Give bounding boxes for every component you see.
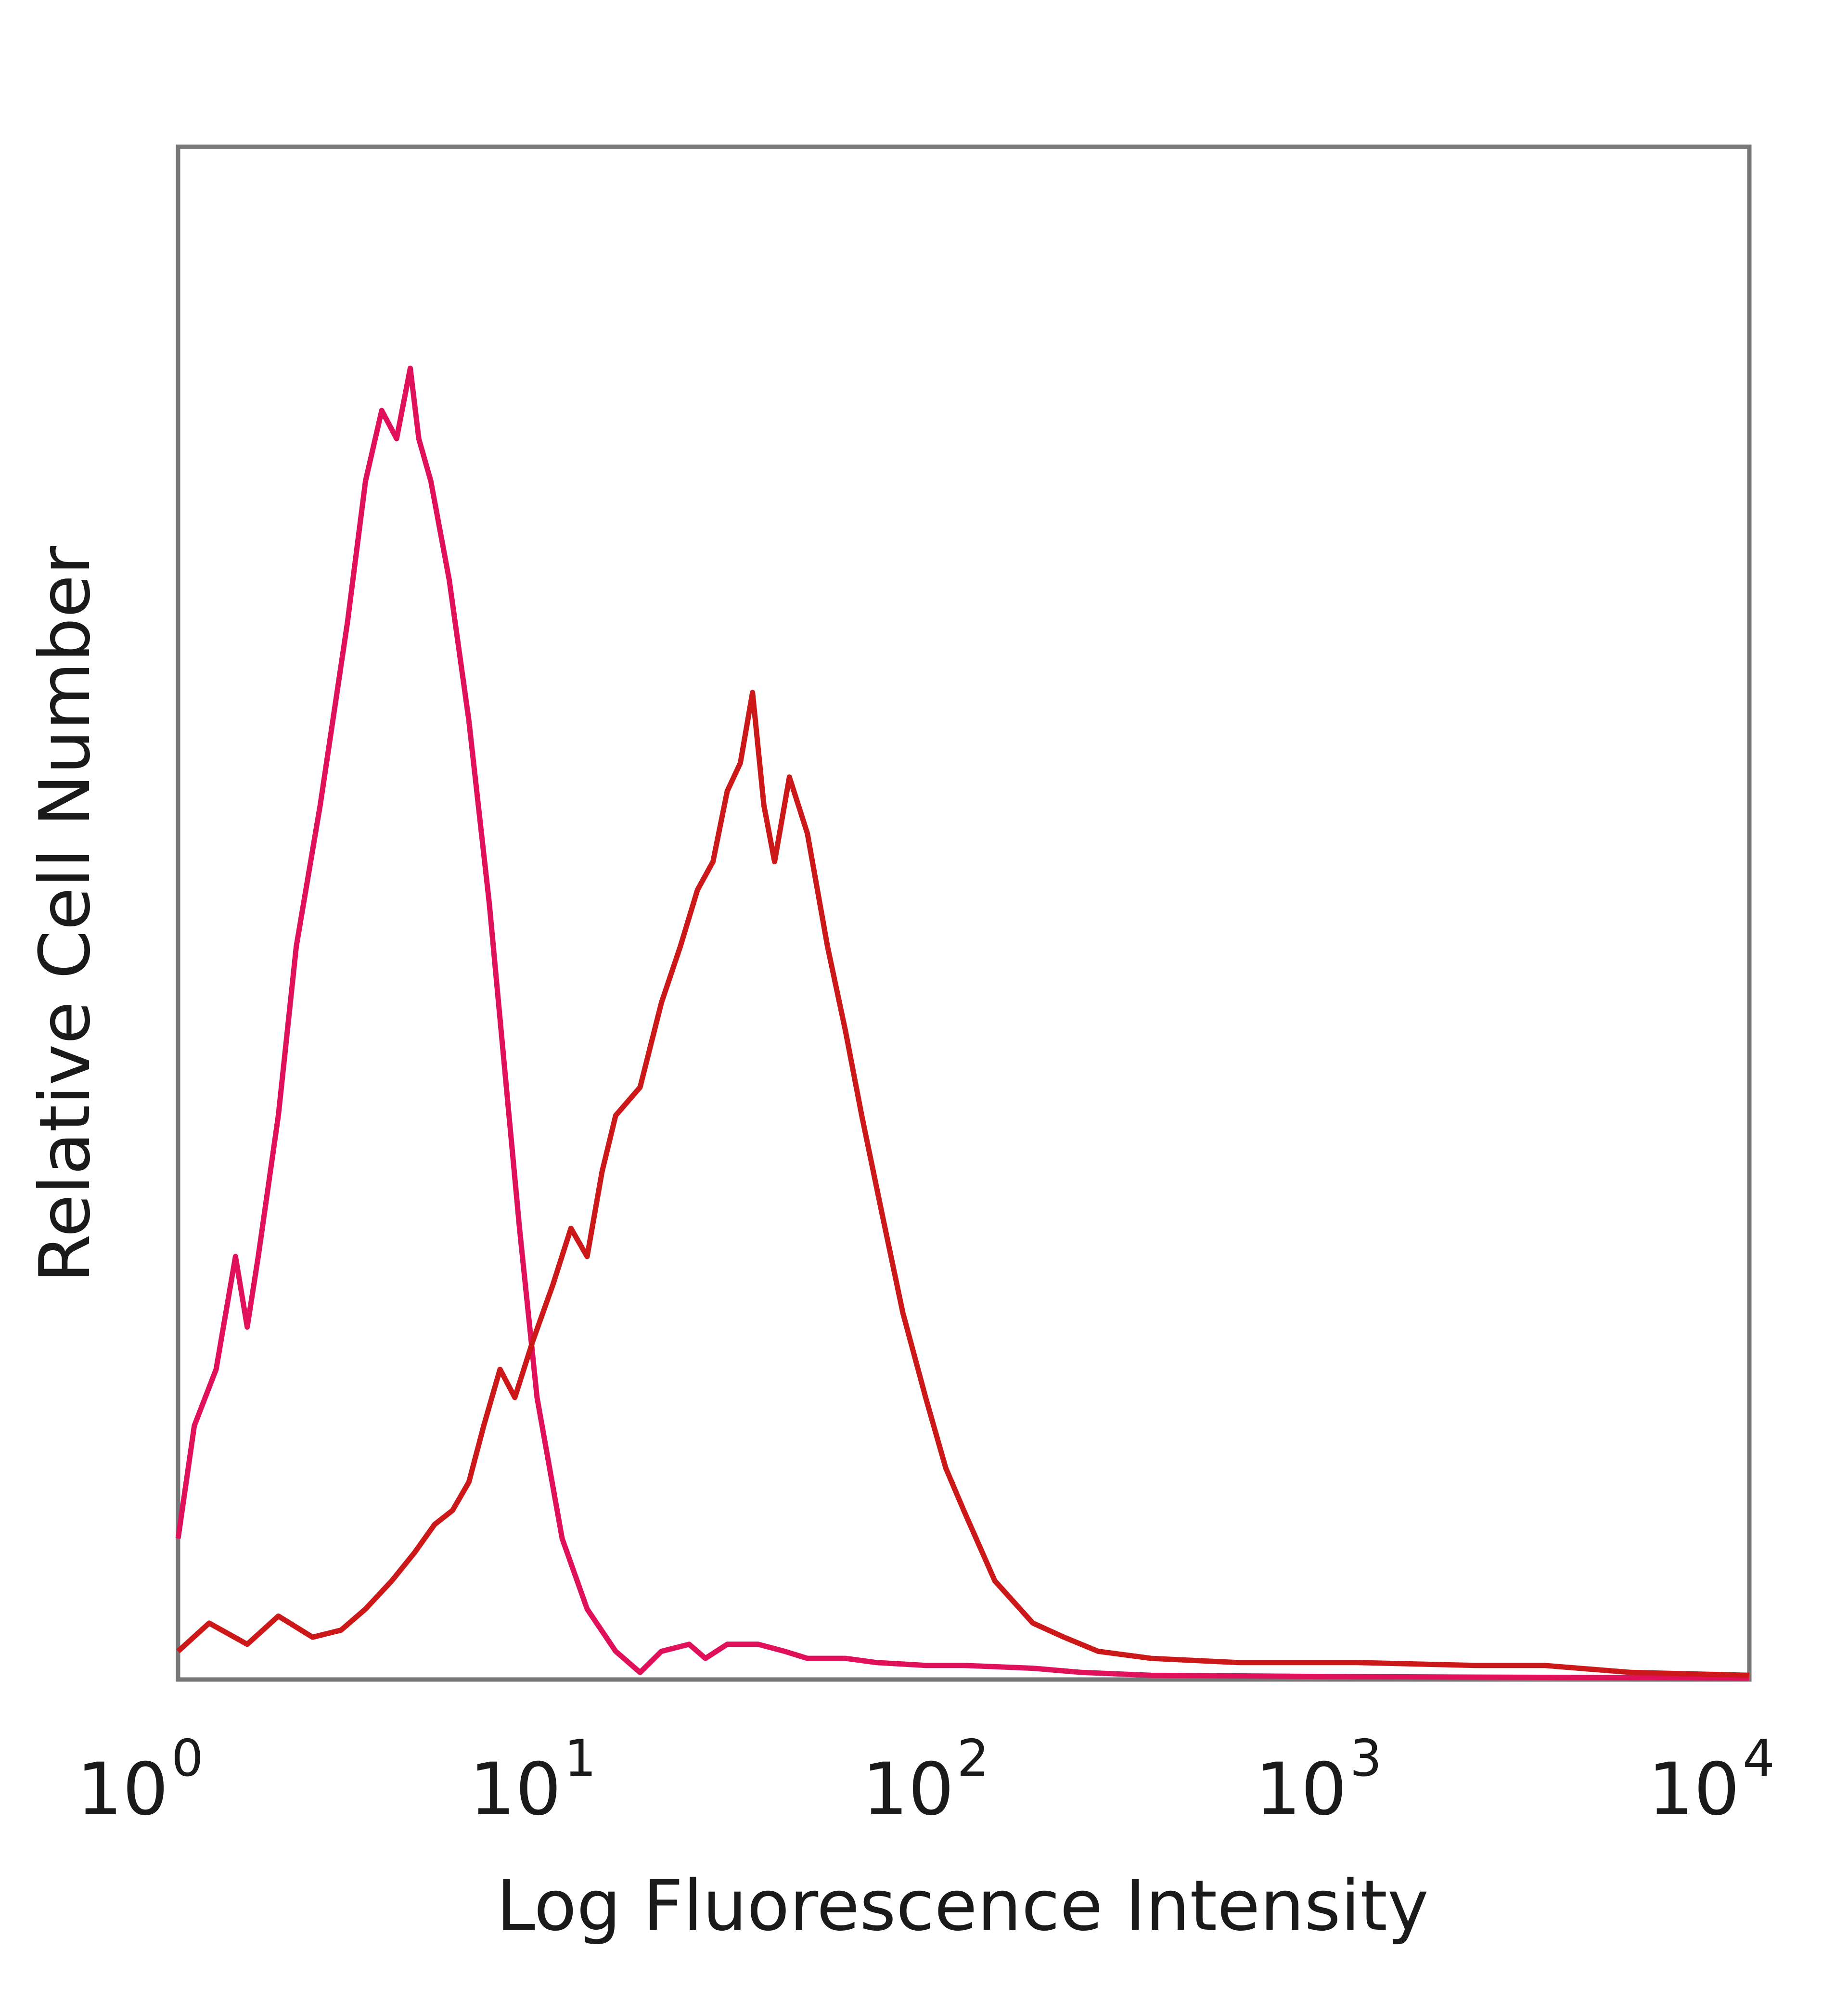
x-tick-base-3: 10 xyxy=(1255,1748,1347,1832)
x-tick-exp-3: 3 xyxy=(1350,1729,1382,1788)
x-tick-exp-4: 4 xyxy=(1743,1729,1775,1788)
x-tick-label-3: 10 3 xyxy=(1255,1729,1382,1832)
x-tick-exp-0: 0 xyxy=(171,1729,204,1788)
x-tick-exp-1: 1 xyxy=(564,1729,596,1788)
x-tick-exp-2: 2 xyxy=(957,1729,989,1788)
plot-frame xyxy=(176,144,1752,1682)
x-tick-label-2: 10 2 xyxy=(862,1729,989,1832)
x-tick-labels: 10 0 10 1 10 2 10 3 10 4 xyxy=(77,1729,1775,1832)
x-tick-label-0: 10 0 xyxy=(77,1729,204,1832)
x-tick-label-4: 10 4 xyxy=(1648,1729,1775,1832)
x-tick-base-2: 10 xyxy=(862,1748,954,1832)
series-layer xyxy=(175,365,1750,1681)
series-line-1 xyxy=(175,365,1750,1681)
series-line-2 xyxy=(176,690,1750,1678)
y-axis-label: Relative Cell Number xyxy=(25,546,106,1282)
x-tick-base-4: 10 xyxy=(1648,1748,1740,1832)
x-tick-label-1: 10 1 xyxy=(469,1729,596,1832)
x-axis-label: Log Fluorescence Intensity xyxy=(496,1865,1429,1947)
x-tick-base-0: 10 xyxy=(77,1748,168,1832)
x-tick-base-1: 10 xyxy=(469,1748,561,1832)
